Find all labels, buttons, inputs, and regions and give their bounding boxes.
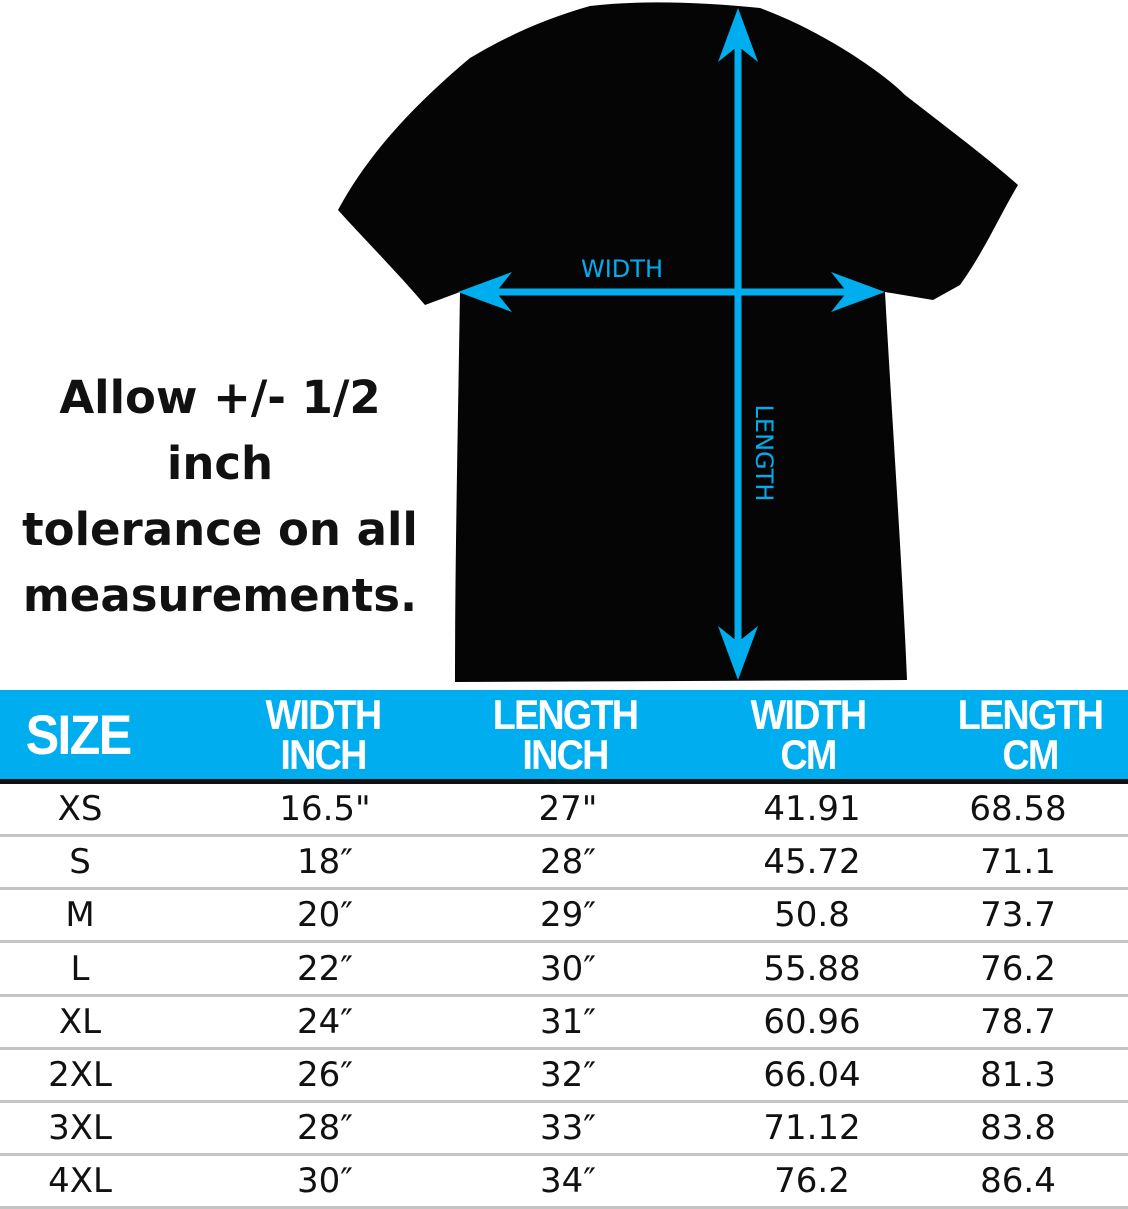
- table-row: XS 16.5" 27" 41.91 68.58: [0, 784, 1128, 837]
- size-table-header: SIZE WIDTH INCH LENGTH INCH WIDTH CM LENGTH CM: [0, 690, 1128, 780]
- width-arrow: [458, 272, 885, 312]
- table-cell: 71.1: [980, 842, 1056, 883]
- table-cell: 41.91: [763, 789, 861, 829]
- table-cell: 83.8: [980, 1108, 1056, 1149]
- column-header-text: WIDTH: [750, 691, 868, 738]
- table-cell: 68.58: [969, 789, 1067, 829]
- table-row: 4XL 30″ 34″ 76.2 86.4: [0, 1156, 1128, 1209]
- table-row: 3XL 28″ 33″ 71.12 83.8: [0, 1103, 1128, 1157]
- column-header: WIDTH INCH: [224, 690, 422, 780]
- table-cell: 50.8: [774, 895, 850, 936]
- table-cell: S: [69, 842, 91, 883]
- width-label: WIDTH: [581, 255, 663, 283]
- header-divider: [0, 779, 1128, 784]
- column-header-text: SIZE: [25, 703, 133, 766]
- tshirt-diagram: WIDTH LENGTH: [338, 2, 1018, 683]
- table-cell: M: [65, 895, 95, 936]
- table-cell: 24″: [297, 1001, 353, 1042]
- table-cell: 28″: [297, 1108, 353, 1149]
- table-cell: L: [70, 948, 90, 989]
- table-row: 2XL 26″ 32″ 66.04 81.3: [0, 1050, 1128, 1103]
- column-header: SIZE: [0, 690, 168, 780]
- table-cell: 33″: [540, 1108, 596, 1149]
- table-cell: 60.96: [763, 1001, 861, 1042]
- table-cell: 2XL: [48, 1055, 112, 1095]
- table-cell: 22″: [297, 948, 353, 989]
- column-header: WIDTH CM: [709, 690, 907, 780]
- table-cell: 30″: [540, 948, 596, 989]
- table-row: S 18″ 28″ 45.72 71.1: [0, 837, 1128, 891]
- table-cell: 20″: [297, 895, 353, 936]
- table-cell: XL: [58, 1001, 102, 1042]
- table-cell: 34″: [540, 1161, 596, 1202]
- table-cell: 4XL: [48, 1161, 112, 1202]
- length-label: LENGTH: [750, 405, 778, 502]
- table-row: M 20″ 29″ 50.8 73.7: [0, 890, 1128, 944]
- column-header: LENGTH INCH: [462, 690, 669, 780]
- table-cell: 81.3: [980, 1055, 1056, 1095]
- table-cell: 76.2: [980, 948, 1056, 989]
- column-header-text: CM: [1002, 731, 1059, 778]
- column-header-text: INCH: [280, 731, 367, 778]
- column-header-text: CM: [780, 731, 837, 778]
- table-cell: 16.5": [279, 789, 371, 829]
- table-cell: 71.12: [763, 1108, 861, 1149]
- table-cell: 78.7: [980, 1001, 1056, 1042]
- column-header-text: LENGTH: [492, 691, 639, 738]
- table-cell: 28″: [540, 842, 596, 883]
- tolerance-note: Allow +/- 1/2 inch tolerance on all meas…: [0, 365, 440, 629]
- table-cell: XS: [57, 789, 103, 829]
- table-cell: 26″: [297, 1055, 353, 1095]
- table-cell: 45.72: [763, 842, 861, 883]
- table-cell: 18″: [297, 842, 353, 883]
- tshirt-shape: [338, 2, 1018, 683]
- column-header-text: WIDTH: [265, 691, 383, 738]
- note-line: Allow +/- 1/2 inch: [59, 371, 381, 490]
- table-cell: 76.2: [774, 1161, 850, 1202]
- table-cell: 86.4: [980, 1161, 1056, 1202]
- note-line: measurements.: [22, 569, 418, 622]
- length-arrow: [718, 8, 758, 680]
- note-line: tolerance on all: [22, 503, 418, 556]
- column-header: LENGTH CM: [940, 690, 1120, 780]
- table-cell: 30″: [297, 1161, 353, 1202]
- table-row: XL 24″ 31″ 60.96 78.7: [0, 997, 1128, 1050]
- column-header-text: INCH: [522, 731, 609, 778]
- table-cell: 3XL: [48, 1108, 112, 1149]
- table-cell: 29″: [540, 895, 596, 936]
- column-header-text: LENGTH: [957, 691, 1104, 738]
- table-cell: 73.7: [980, 895, 1056, 936]
- table-cell: 66.04: [763, 1055, 861, 1095]
- table-cell: 55.88: [763, 948, 861, 989]
- table-cell: 27": [538, 789, 598, 829]
- table-cell: 31″: [540, 1001, 596, 1042]
- table-cell: 32″: [540, 1055, 596, 1095]
- table-row: L 22″ 30″ 55.88 76.2: [0, 944, 1128, 997]
